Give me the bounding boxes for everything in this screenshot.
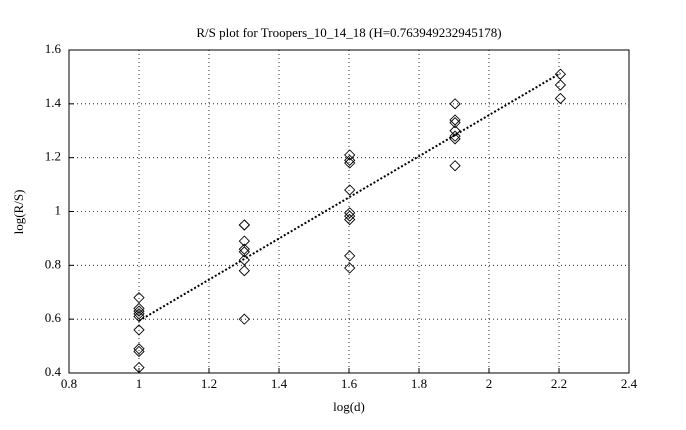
data-point	[554, 92, 567, 105]
y-tick-label: 1.2	[45, 149, 61, 164]
fit-line	[138, 72, 561, 322]
data-point	[449, 133, 461, 145]
x-tick-label: 1	[136, 376, 143, 391]
x-axis-label: log(d)	[333, 399, 365, 414]
y-tick-label: 0.6	[45, 310, 62, 325]
data-point	[238, 219, 250, 231]
x-tick-label: 0.8	[61, 376, 77, 391]
x-tick-label: 1.8	[411, 376, 427, 391]
data-point	[344, 250, 356, 262]
x-tick-label: 1.6	[341, 376, 358, 391]
x-tick-label: 2.2	[551, 376, 567, 391]
data-point	[344, 207, 356, 219]
data-point	[344, 154, 356, 166]
data-point	[133, 345, 145, 358]
x-tick-label: 2	[486, 376, 493, 391]
data-point	[238, 265, 250, 277]
data-point	[133, 308, 145, 320]
data-point	[238, 243, 250, 255]
y-tick-label: 1.4	[45, 95, 62, 110]
data-point	[133, 343, 145, 355]
data-point	[344, 157, 356, 169]
y-tick-label: 0.8	[45, 256, 61, 271]
y-axis-label: log(R/S)	[11, 190, 26, 235]
data-point	[238, 235, 250, 247]
data-point	[449, 98, 461, 110]
data-point	[133, 310, 145, 323]
y-tick-label: 1	[55, 202, 62, 217]
data-point	[133, 302, 145, 315]
data-point	[554, 79, 567, 91]
data-point	[449, 160, 461, 172]
data-point	[133, 291, 145, 304]
y-tick-label: 0.4	[45, 364, 62, 379]
x-tick-label: 1.2	[201, 376, 217, 391]
data-point	[133, 305, 145, 317]
y-tick-label: 1.6	[45, 41, 62, 56]
data-point	[238, 254, 250, 266]
data-point	[133, 324, 145, 336]
x-tick-label: 2.4	[621, 376, 638, 391]
data-point	[344, 262, 356, 274]
data-point	[344, 213, 356, 226]
data-point	[344, 184, 356, 196]
data-point	[449, 114, 461, 126]
x-tick-label: 1.4	[271, 376, 288, 391]
data-point	[449, 117, 461, 129]
chart-title: R/S plot for Troopers_10_14_18 (H=0.7639…	[196, 25, 501, 40]
data-point	[449, 130, 461, 142]
data-point	[449, 125, 461, 137]
data-point	[133, 361, 145, 374]
data-point	[554, 68, 567, 80]
data-point	[238, 313, 250, 325]
data-point	[344, 210, 356, 222]
data-point	[238, 246, 250, 258]
data-point	[344, 149, 356, 161]
